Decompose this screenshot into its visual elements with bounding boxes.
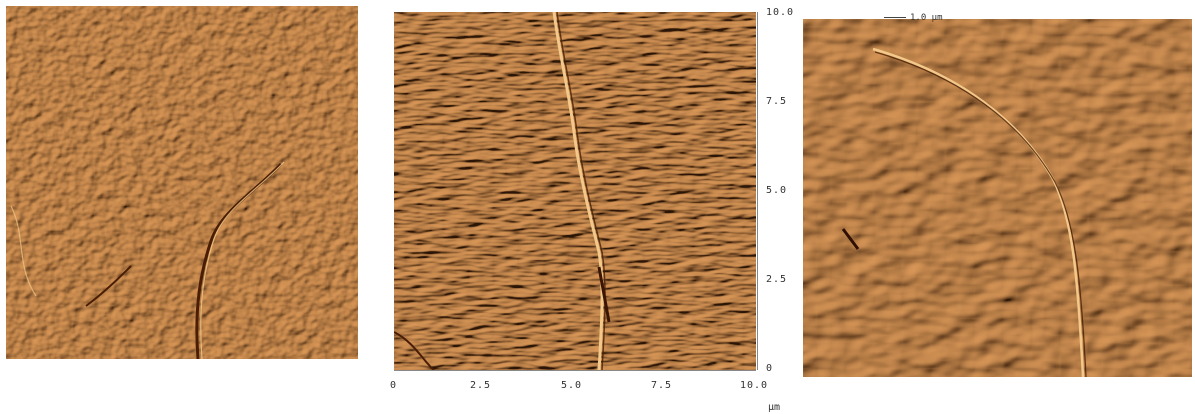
y-tick-label: 10.0 (766, 7, 795, 18)
afm-image-left (6, 6, 358, 359)
y-tick-label: 7.5 (766, 96, 788, 107)
afm-image-middle (394, 12, 756, 370)
y-tick-label: 0 (766, 363, 774, 374)
scale-bar-label: 1.0 μm (910, 13, 943, 23)
x-tick-label: 7.5 (651, 380, 673, 391)
afm-image-right (803, 19, 1192, 377)
axis-unit-label: μm (768, 402, 781, 413)
y-axis-line (757, 12, 758, 370)
scale-bar-line (884, 17, 906, 18)
x-tick-label: 0 (390, 380, 398, 391)
x-tick-label: 2.5 (470, 380, 492, 391)
x-tick-label: 5.0 (561, 380, 583, 391)
x-tick-label: 10.0 (740, 380, 769, 391)
y-tick-label: 5.0 (766, 185, 788, 196)
central-ridge (552, 12, 604, 370)
x-axis-line (394, 370, 756, 371)
y-tick-label: 2.5 (766, 274, 788, 285)
scale-bar: 1.0 μm (884, 13, 943, 23)
